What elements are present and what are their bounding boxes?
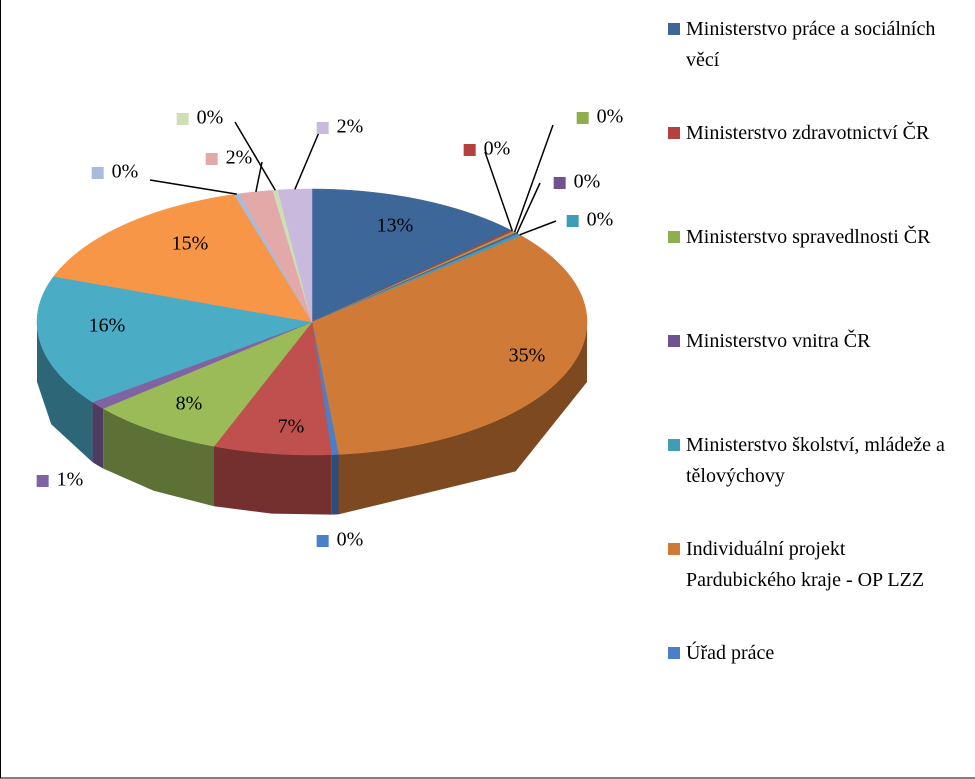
- data-label: 0%: [574, 171, 601, 193]
- slice: [53, 194, 313, 323]
- data-label: 16%: [89, 315, 126, 337]
- slice-side: [92, 402, 104, 469]
- slice: [102, 321, 313, 447]
- legend-key: [668, 127, 680, 139]
- data-label-key: [566, 215, 579, 227]
- leader-line: [234, 121, 276, 191]
- data-label-key: [257, 422, 270, 434]
- data-label-key: [176, 113, 189, 125]
- slice: [213, 321, 332, 456]
- legend-entry: Individuální projekt Pardubického kraje …: [668, 534, 958, 596]
- legend-entry: Úřad práce: [668, 638, 958, 669]
- slice: [36, 276, 313, 403]
- slice-side: [331, 454, 339, 515]
- legend-label: Ministerstvo zdravotnictví ČR: [686, 122, 930, 144]
- data-label-key: [463, 144, 476, 156]
- data-label: 0%: [337, 529, 364, 551]
- data-label-key: [553, 177, 566, 189]
- slice-side: [338, 322, 587, 515]
- data-label: 2%: [337, 116, 364, 138]
- slice-side: [103, 408, 215, 507]
- data-label: 35%: [509, 345, 546, 367]
- data-label: 7%: [278, 416, 305, 438]
- data-label-key: [68, 321, 81, 333]
- legend-label: Individuální projekt Pardubického kraje …: [686, 538, 925, 591]
- data-label-key: [151, 239, 164, 251]
- legend-entry: Ministerstvo spravedlnosti ČR: [668, 222, 958, 253]
- data-label-key: [356, 221, 369, 233]
- data-label: 15%: [172, 233, 209, 255]
- legend-label: Ministerstvo práce a sociálních věcí: [686, 18, 936, 71]
- data-label-key: [488, 351, 501, 363]
- data-label-key: [155, 399, 168, 411]
- legend-entry: Ministerstvo zdravotnictví ČR: [668, 118, 958, 149]
- leader-line: [484, 151, 514, 232]
- leader-line: [519, 220, 557, 236]
- slice: [311, 235, 588, 455]
- legend-label: Ministerstvo školství, mládeže a tělovýc…: [686, 434, 945, 487]
- data-label-key: [316, 535, 329, 547]
- legend-label: Ministerstvo vnitra ČR: [686, 330, 871, 352]
- leader-line: [149, 179, 237, 195]
- legend-entry: Ministerstvo vnitra ČR: [668, 326, 958, 357]
- data-label: 0%: [587, 209, 614, 231]
- data-label-key: [36, 475, 49, 487]
- slice-side: [214, 446, 332, 515]
- leader-line: [513, 124, 554, 233]
- legend-label: Ministerstvo spravedlnosti ČR: [686, 226, 931, 248]
- slice: [238, 190, 313, 323]
- data-label-key: [316, 122, 329, 134]
- slice-side: [37, 322, 93, 463]
- data-label-key: [205, 153, 218, 165]
- data-label: 0%: [112, 161, 139, 183]
- legend-label: Úřad práce: [686, 642, 775, 664]
- leader-line: [294, 129, 321, 190]
- leader-line: [516, 182, 541, 234]
- legend-key: [668, 439, 680, 451]
- data-label: 0%: [597, 106, 624, 128]
- data-label-key: [91, 167, 104, 179]
- data-label: 0%: [197, 107, 224, 129]
- data-label: 8%: [176, 393, 203, 415]
- legend-entry: Ministerstvo školství, mládeže a tělovýc…: [668, 430, 958, 492]
- data-label-key: [576, 112, 589, 124]
- data-label: 2%: [226, 147, 253, 169]
- legend-entry: Ministerstvo práce a sociálních věcí: [668, 14, 958, 76]
- legend-key: [668, 543, 680, 555]
- legend-key: [668, 23, 680, 35]
- data-label: 1%: [57, 469, 84, 491]
- data-label: 0%: [484, 138, 511, 160]
- legend-key: [668, 231, 680, 243]
- data-label: 13%: [377, 215, 414, 237]
- legend-key: [668, 335, 680, 347]
- legend-key: [668, 647, 680, 659]
